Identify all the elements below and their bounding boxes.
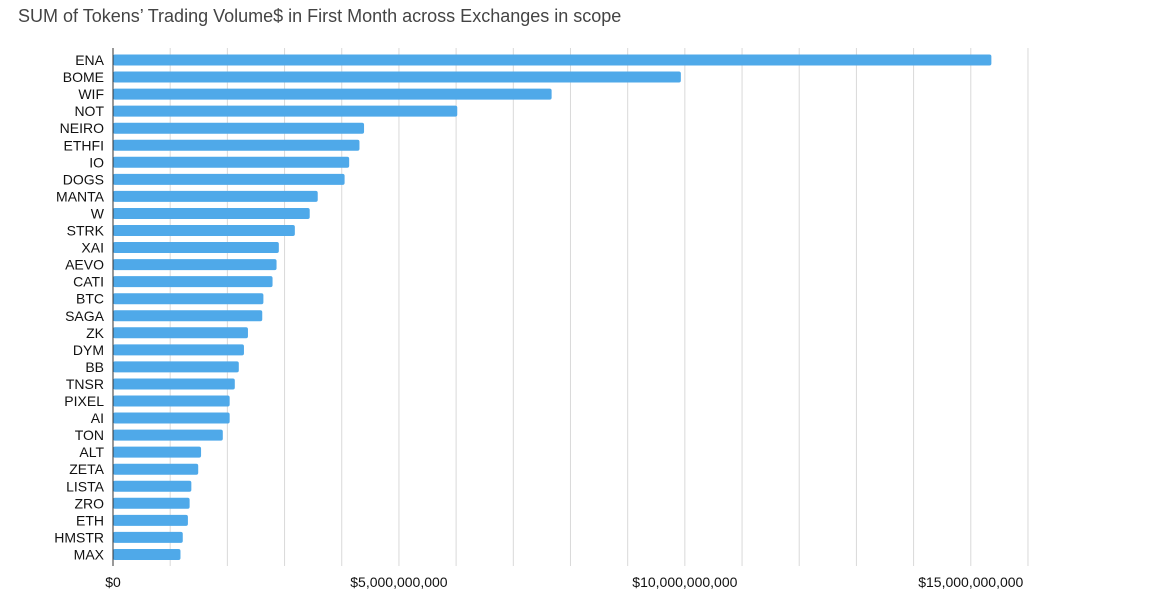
category-label-saga: SAGA [65,308,105,324]
category-label-tnsr: TNSR [66,376,104,392]
category-label-ai: AI [91,410,104,426]
category-label-max: MAX [74,546,105,562]
bar-dogs [113,173,345,185]
category-label-w: W [91,205,105,221]
bar-tnsr [113,378,235,390]
bar-eth [113,514,188,526]
bar-zk [113,327,248,339]
x-tick-label: $5,000,000,000 [350,574,448,590]
bar-alt [113,446,202,458]
category-label-not: NOT [74,103,104,119]
category-label-ton: TON [75,427,104,443]
bar-ai [113,412,230,424]
bar-btc [113,293,264,305]
bar-lista [113,480,192,492]
bar-zro [113,497,190,509]
x-tick-label: $0 [105,574,121,590]
bar-aevo [113,259,277,271]
bar-ton [113,429,223,441]
bar-cati [113,276,273,288]
category-label-btc: BTC [76,291,104,307]
category-label-manta: MANTA [56,188,105,204]
category-label-alt: ALT [79,444,104,460]
bar-bome [113,71,681,83]
bar-ethfi [113,139,360,151]
category-label-io: IO [89,154,104,170]
category-label-strk: STRK [67,223,105,239]
bar-bb [113,361,239,373]
x-tick-label: $15,000,000,000 [918,574,1023,590]
x-tick-labels: $0 $5,000,000,000 $10,000,000,000 $15,000,0… [105,574,1023,590]
bar-xai [113,242,279,254]
category-label-dogs: DOGS [63,171,104,187]
bar-pixel [113,395,230,407]
x-tick-label: $10,000,000,000 [632,574,737,590]
bar-saga [113,310,263,322]
bar-wif [113,88,552,100]
category-label-bb: BB [85,359,104,375]
category-label-wif: WIF [78,86,104,102]
category-label-zro: ZRO [74,495,104,511]
grid-lines [169,48,1029,566]
category-label-dym: DYM [73,342,104,358]
category-label-lista: LISTA [66,478,105,494]
category-label-ethfi: ETHFI [64,137,104,153]
chart-title: SUM of Tokens’ Trading Volume$ in First … [18,6,622,26]
category-label-zk: ZK [86,325,105,341]
bar-zeta [113,463,199,475]
category-label-ena: ENA [75,52,104,68]
bar-strk [113,225,295,236]
category-label-aevo: AEVO [65,257,104,273]
bar-w [113,207,310,219]
bar-not [113,105,458,117]
category-label-eth: ETH [76,512,104,528]
bar-manta [113,190,318,202]
bars [113,54,992,560]
category-label-zeta: ZETA [69,461,104,477]
category-label-cati: CATI [73,274,104,290]
category-label-hmstr: HMSTR [54,529,104,545]
bar-io [113,156,350,168]
bar-neiro [113,122,365,134]
bar-dym [113,344,244,356]
category-label-xai: XAI [81,240,104,256]
bar-ena [113,54,992,66]
category-label-bome: BOME [63,69,104,85]
category-label-neiro: NEIRO [60,120,104,136]
bar-hmstr [113,531,183,543]
category-label-pixel: PIXEL [64,393,104,409]
bar-max [113,548,181,560]
